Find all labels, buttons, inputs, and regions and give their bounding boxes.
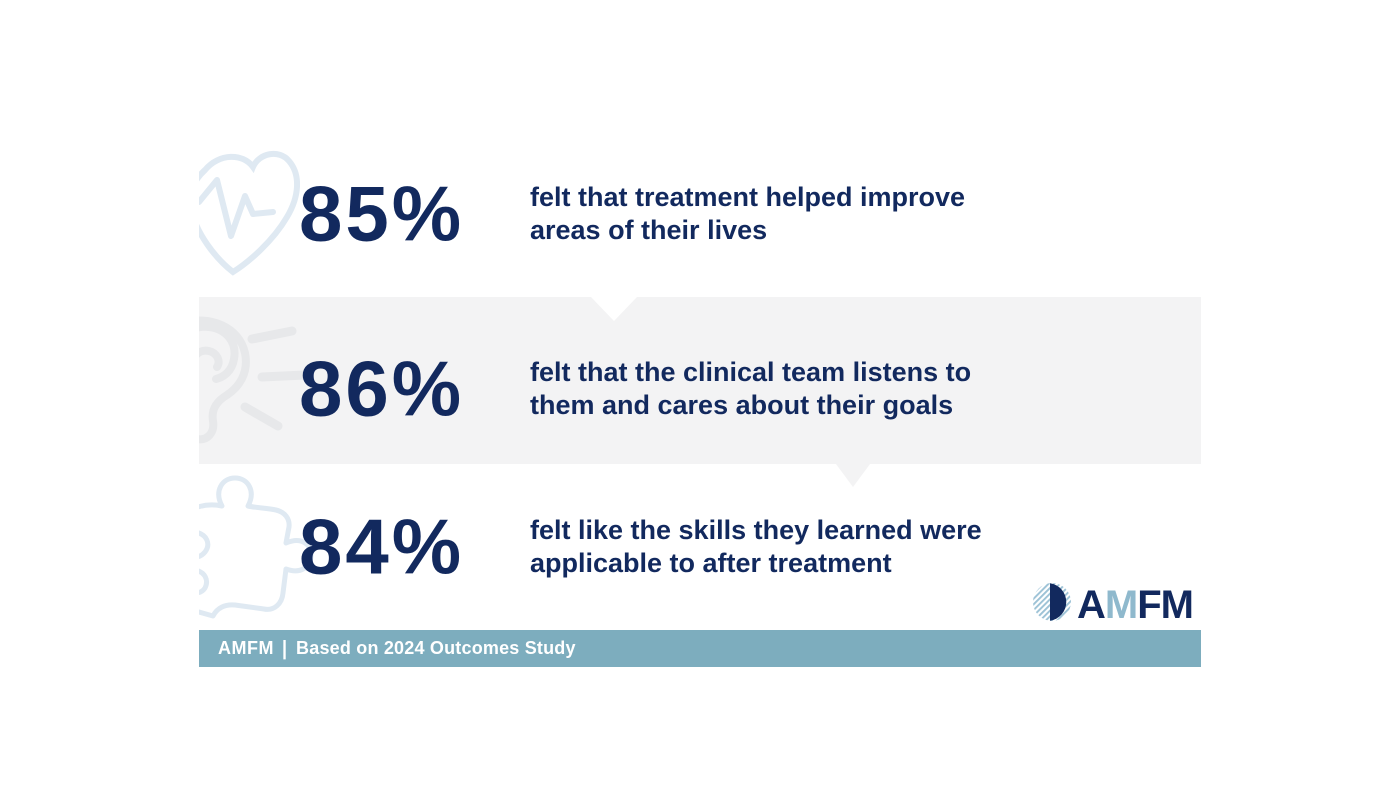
speech-tail-down-icon	[591, 297, 637, 321]
logo-letter: M	[1104, 582, 1138, 627]
logo-letter: F	[1137, 582, 1161, 627]
amfm-logo: AMFM	[1032, 582, 1194, 627]
stat-description: felt like the skills they learned were a…	[530, 515, 982, 578]
puzzle-piece-icon	[199, 474, 315, 627]
stat-value: 84%	[299, 502, 465, 591]
stat-row-treatment-improvement: 85% felt that treatment helped improve a…	[199, 130, 1201, 297]
stat-description: felt that the clinical team listens to t…	[530, 356, 972, 420]
source-bar: AMFM | Based on 2024 Outcomes Study	[199, 630, 1201, 667]
speech-tail-down-icon	[836, 464, 870, 487]
stat-row-skills-applicable: 84% felt like the skills they learned we…	[199, 464, 1201, 630]
ear-listening-icon	[199, 313, 311, 450]
stat-value: 86%	[299, 344, 465, 432]
logo-letter: M	[1160, 582, 1194, 627]
source-bar-divider: |	[281, 636, 288, 660]
striped-sphere-icon	[1032, 582, 1072, 627]
heartbeat-heart-icon	[199, 148, 300, 283]
stat-value: 85%	[299, 169, 465, 257]
source-note: Based on 2024 Outcomes Study	[296, 638, 576, 658]
logo-letter: A	[1077, 582, 1106, 627]
amfm-logo-text: AMFM	[1077, 582, 1194, 627]
source-bar-brand: AMFM	[218, 638, 274, 658]
stat-row-clinical-team: 86% felt that the clinical team listens …	[199, 297, 1201, 464]
stat-description: felt that treatment helped improve areas…	[530, 181, 966, 245]
